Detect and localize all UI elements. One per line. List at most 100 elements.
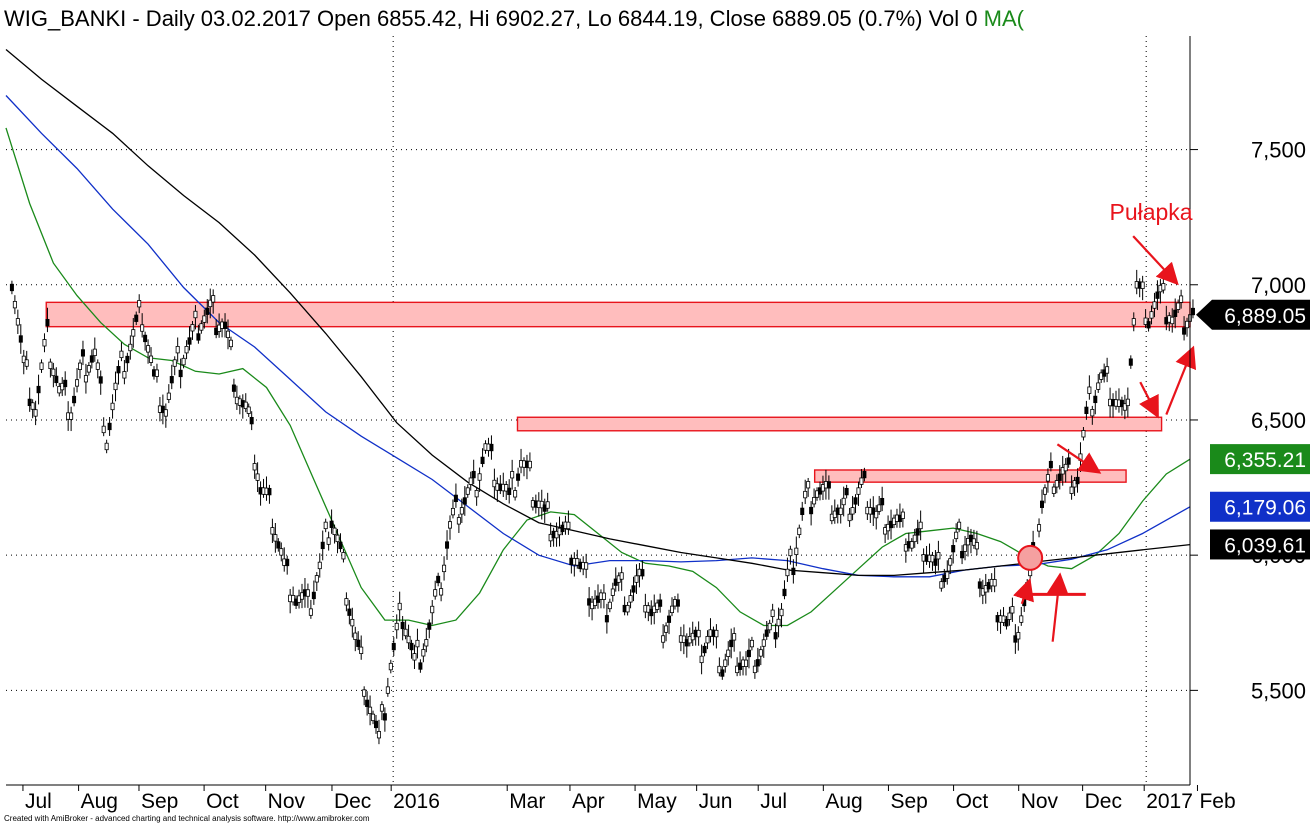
price-candle <box>42 339 47 347</box>
price-candle <box>584 562 589 570</box>
price-candle <box>415 639 420 648</box>
price-candle <box>83 375 88 383</box>
price-candle <box>78 362 83 370</box>
price-candle <box>948 558 953 566</box>
price-candle <box>566 521 571 530</box>
price-candle <box>1087 386 1092 394</box>
price-candle <box>285 558 290 567</box>
price-candle <box>169 376 174 384</box>
price-candle <box>507 487 512 495</box>
price-candle <box>625 605 630 613</box>
price-candle <box>1155 291 1160 299</box>
price-candle <box>125 355 130 364</box>
price-candle <box>172 359 177 367</box>
price-candle <box>939 581 944 589</box>
price-candle <box>119 350 124 359</box>
price-candle <box>1069 486 1074 494</box>
price-candle <box>744 659 749 667</box>
price-candle <box>39 362 44 370</box>
price-candle <box>628 595 633 603</box>
x-tick-label: Dec <box>1085 790 1122 813</box>
price-candle <box>314 575 319 583</box>
price-candle <box>516 473 521 481</box>
price-candle <box>1007 612 1012 620</box>
price-candle <box>427 622 432 630</box>
price-candle <box>474 490 479 498</box>
price-candle <box>95 362 100 370</box>
price-candle <box>951 545 956 553</box>
price-candle <box>1042 487 1047 495</box>
price-candle <box>181 357 186 366</box>
price-candle <box>442 564 447 573</box>
price-candle <box>527 460 532 469</box>
price-candle <box>1179 295 1184 303</box>
price-candle <box>631 585 636 593</box>
price-candle <box>359 646 364 654</box>
price-candle <box>803 490 808 499</box>
price-candle <box>409 642 414 651</box>
price-candle <box>847 513 852 522</box>
price-candle <box>1173 309 1178 318</box>
price-candle <box>382 713 387 721</box>
price-candle <box>273 534 278 542</box>
annotations-layer <box>1013 235 1197 642</box>
price-candle <box>335 534 340 543</box>
price-candle <box>838 507 843 516</box>
price-candle <box>279 548 284 556</box>
price-candle <box>1176 302 1181 310</box>
price-candle <box>915 528 920 536</box>
price-candle <box>714 629 719 638</box>
grid-lines <box>6 36 1190 785</box>
price-candle <box>350 618 355 627</box>
price-candle <box>344 598 349 606</box>
price-candle <box>477 473 482 481</box>
price-candle <box>1081 430 1086 438</box>
price-candle <box>24 359 29 367</box>
price-candle <box>418 662 423 670</box>
price-candle <box>1140 281 1145 289</box>
price-candle <box>465 487 470 495</box>
price-candle <box>806 481 811 489</box>
price-candle <box>607 601 612 610</box>
price-candle <box>252 463 257 471</box>
price-candle <box>445 541 450 549</box>
price-candle <box>107 422 112 431</box>
price-candle <box>767 622 772 631</box>
price-candle <box>211 295 216 303</box>
price-tag-bg <box>1210 444 1310 475</box>
price-candle <box>800 507 805 516</box>
x-tick-label: Aug <box>825 790 862 813</box>
price-candle <box>439 588 444 596</box>
price-candle <box>661 635 666 643</box>
price-tag-bg <box>1210 491 1310 522</box>
price-candle <box>15 318 20 326</box>
price-candle <box>1048 460 1053 469</box>
y-tick-label: 6,500 <box>1251 408 1306 433</box>
price-candle <box>178 369 183 378</box>
price-candle <box>347 608 352 616</box>
x-tick-label: May <box>637 790 677 813</box>
price-candle <box>436 575 441 584</box>
x-tick-label: Nov <box>1021 790 1059 813</box>
price-candle <box>764 629 769 637</box>
x-tick-label: Feb <box>1199 790 1235 813</box>
price-candle <box>450 507 455 516</box>
price-candle <box>72 395 77 404</box>
price-candle <box>89 355 94 363</box>
price-candle <box>353 632 358 640</box>
price-candle <box>1037 524 1042 532</box>
price-candle <box>779 608 784 617</box>
price-candle <box>992 579 997 587</box>
price-candle <box>667 615 672 623</box>
y-tick-label: 7,000 <box>1251 273 1306 298</box>
price-candle <box>187 337 192 345</box>
price-candle <box>456 517 461 525</box>
price-candle <box>610 588 615 596</box>
price-candle <box>199 323 204 331</box>
price-candle <box>773 632 778 640</box>
price-candle <box>98 376 103 384</box>
price-candle <box>140 324 145 332</box>
price-candle <box>433 589 438 597</box>
axes: 5,5006,0006,5007,0007,500JulAugSepOctNov… <box>6 36 1306 813</box>
